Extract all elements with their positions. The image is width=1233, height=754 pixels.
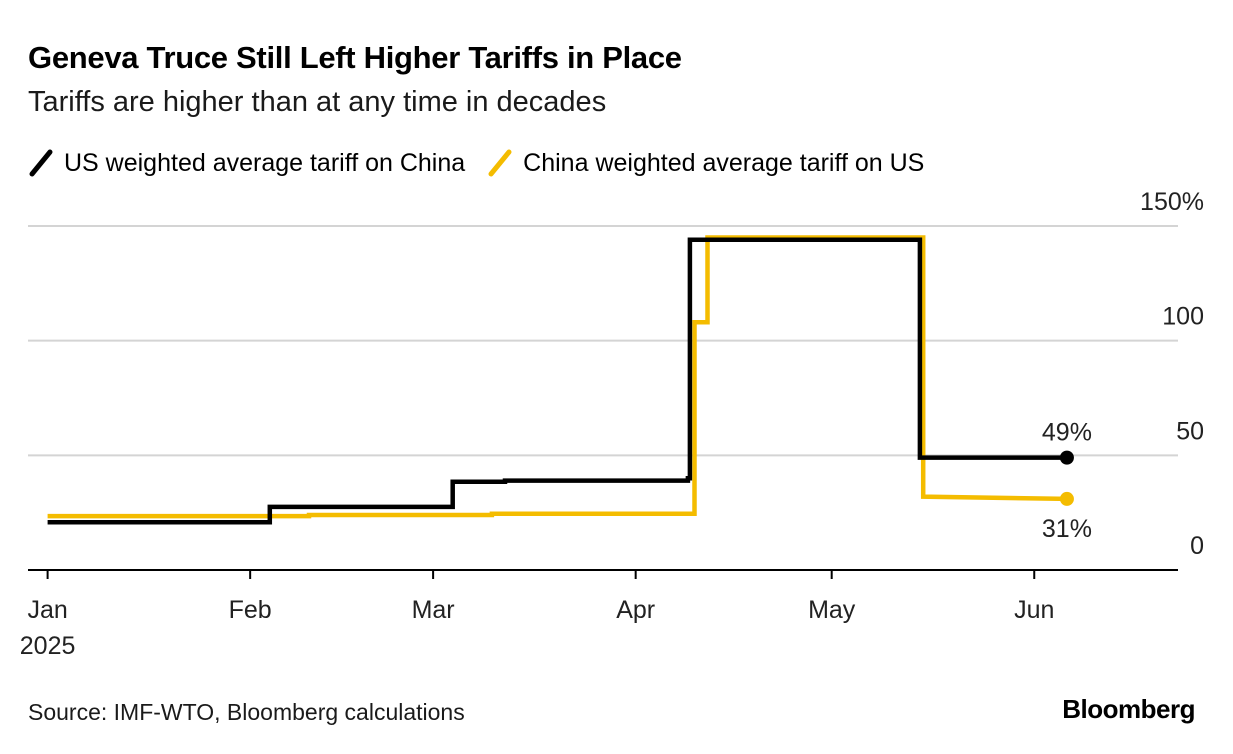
x-tick-label-jun: Jun — [1014, 596, 1054, 624]
x-tick-label-jan: Jan — [27, 596, 67, 624]
series-line-us — [47, 237, 1067, 525]
chart-title: Geneva Truce Still Left Higher Tariffs i… — [28, 40, 682, 75]
legend-item-china: China weighted average tariff on US — [487, 148, 924, 178]
end-label-china: 31% — [1042, 515, 1092, 543]
legend-swatch-china-icon — [488, 149, 512, 177]
legend-label-us: US weighted average tariff on China — [64, 148, 466, 177]
x-tick-label-may: May — [808, 596, 856, 624]
end-label-us: 49% — [1042, 419, 1092, 447]
source-note: Source: IMF-WTO, Bloomberg calculations — [28, 699, 465, 725]
y-tick-label-100: 100 — [1162, 303, 1204, 331]
x-tick-label-mar: Mar — [412, 596, 455, 624]
y-tick-label-0: 0 — [1190, 532, 1204, 560]
y-tick-label-50: 50 — [1176, 417, 1204, 445]
end-marker-us — [1059, 450, 1074, 465]
end-marker-china — [1059, 491, 1074, 506]
bloomberg-logo: Bloomberg — [1062, 694, 1195, 724]
legend-label-china: China weighted average tariff on US — [523, 148, 925, 177]
x-tick-label-feb: Feb — [229, 596, 272, 624]
y-tick-label-150: 150% — [1140, 188, 1204, 216]
legend-swatch-us-icon — [29, 149, 53, 177]
legend: US weighted average tariff on China Chin… — [28, 146, 946, 180]
chart-subtitle: Tariffs are higher than at any time in d… — [28, 86, 607, 118]
x-tick-label-apr: Apr — [616, 596, 655, 624]
x-tick-sublabel-2025: 2025 — [20, 632, 76, 660]
legend-item-us: US weighted average tariff on China — [28, 148, 465, 178]
series-line-china — [47, 235, 1067, 519]
